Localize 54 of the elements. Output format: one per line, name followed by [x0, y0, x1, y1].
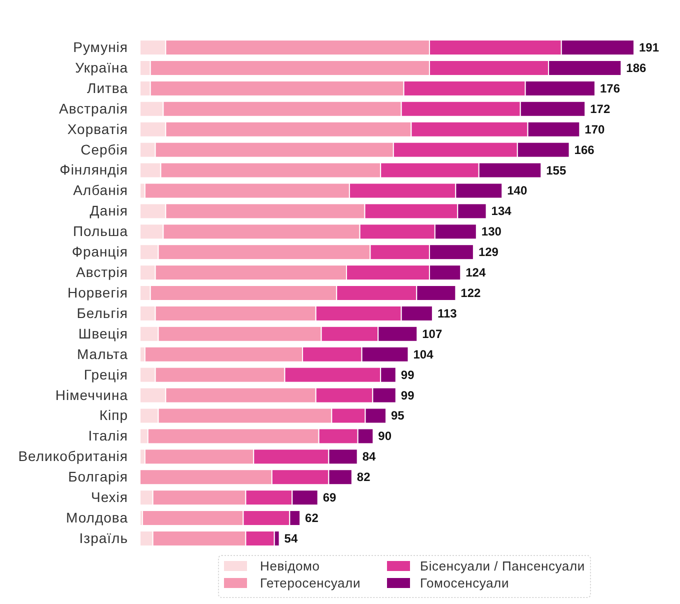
- annotation: 140: [507, 184, 528, 198]
- annotation: 82: [356, 470, 371, 484]
- y-tick-label: Австралія: [59, 100, 128, 116]
- y-tick-label: Австрія: [76, 264, 128, 280]
- annotation: 122: [460, 286, 482, 300]
- y-tick-label: Ізраїль: [79, 530, 128, 546]
- y-tick-label: Бельгія: [76, 304, 128, 321]
- y-tick-label: Італія: [88, 428, 128, 444]
- y-tick-label: Україна: [75, 59, 128, 76]
- y-tick-label: Молдова: [66, 509, 128, 526]
- y-tick-label: Албанія: [73, 182, 128, 198]
- y-tick-label: Сербія: [80, 141, 128, 158]
- y-tick-label: Франція: [72, 244, 128, 260]
- y-tick-label: Румунія: [73, 39, 128, 56]
- annotation: 104: [413, 347, 434, 362]
- y-tick-label: Болгарія: [68, 468, 128, 485]
- annotation: 172: [590, 102, 610, 116]
- y-tick-label: Норвегія: [67, 284, 128, 300]
- y-tick-label: Хорватія: [67, 120, 128, 137]
- annotation: 99: [400, 388, 415, 402]
- annotation: 107: [422, 326, 442, 341]
- y-tick-label: Польша: [72, 223, 128, 240]
- y-tick-label: Фінляндія: [60, 162, 128, 178]
- y-tick-label: Данія: [90, 202, 128, 219]
- y-tick-label: Чехія: [90, 489, 128, 506]
- annotation: 134: [491, 204, 512, 218]
- annotation: 99: [400, 368, 415, 382]
- annotation: 54: [284, 531, 298, 546]
- annotation: 62: [305, 511, 319, 526]
- annotation: 84: [362, 450, 376, 464]
- legend-label: Гетеросенсуали: [260, 576, 361, 590]
- annotation: 176: [600, 81, 620, 96]
- annotation: 113: [437, 306, 458, 320]
- y-tick-label: Мальта: [76, 346, 128, 362]
- y-tick-label: Кіпр: [99, 407, 128, 424]
- y-tick-label: Греція: [84, 366, 128, 382]
- y-tick-label: Литва: [87, 80, 128, 96]
- annotation: 170: [584, 122, 606, 136]
- y-tick-label: Швеція: [78, 325, 128, 342]
- annotation: 191: [639, 40, 660, 55]
- annotation: 130: [481, 224, 502, 239]
- annotation: 124: [466, 266, 486, 280]
- annotation: 69: [322, 490, 337, 505]
- legend-label: Гомосенсуали: [420, 576, 510, 590]
- legend-label: Бісенсуали / Пансенсуали: [420, 558, 585, 574]
- y-tick-label: Великобританія: [18, 448, 128, 464]
- annotation: 166: [574, 142, 595, 157]
- y-tick-label: Німеччина: [55, 386, 128, 403]
- annotation: 155: [546, 163, 566, 178]
- annotation: 186: [626, 60, 647, 75]
- annotation: 95: [391, 408, 405, 423]
- legend-label: Невідомо: [260, 558, 320, 574]
- annotation: 129: [478, 245, 499, 260]
- annotation: 90: [378, 429, 392, 444]
